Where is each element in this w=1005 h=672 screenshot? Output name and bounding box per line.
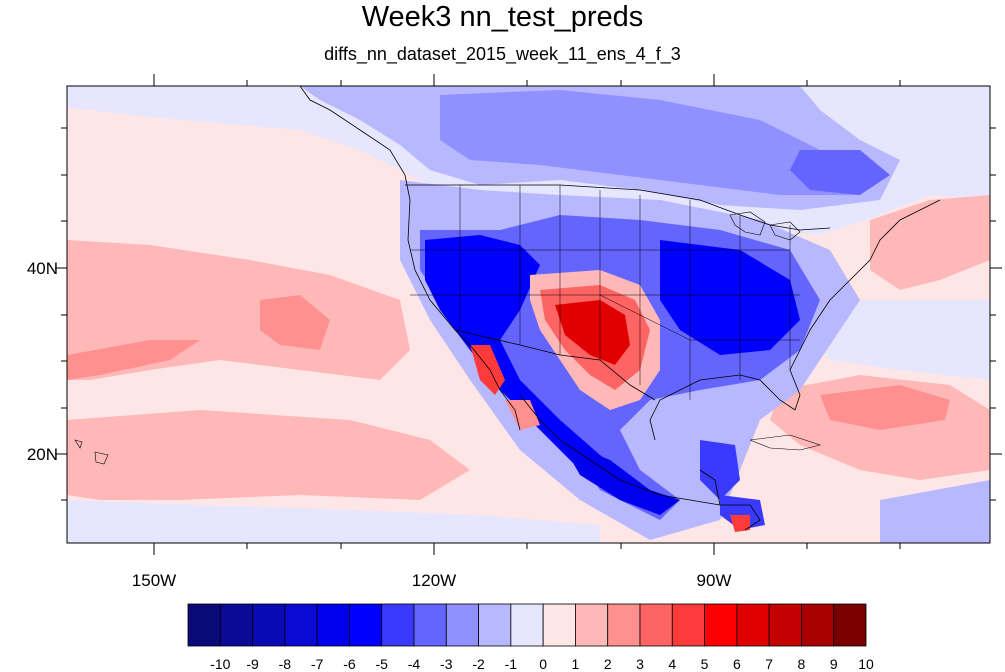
anomaly-region-pacific-blue (67, 500, 600, 543)
colorbar-label: -8 (279, 656, 292, 672)
map-subtitle: diffs_nn_dataset_2015_week_11_ens_4_f_3 (324, 44, 681, 64)
map-title: Week3 nn_test_preds (361, 1, 644, 33)
map-panel (66, 85, 991, 544)
great-lakes (729, 211, 801, 241)
state-lines (410, 185, 800, 400)
colorbar-swatch (316, 603, 350, 647)
colorbar-label: 9 (830, 656, 838, 672)
lon-tick-label-150w: 150W (132, 571, 176, 590)
colorbar-swatch (381, 603, 415, 647)
lon-tick-label-120w: 120W (412, 571, 456, 590)
cuba-outline (749, 434, 822, 451)
colorbar-label: 0 (539, 656, 547, 672)
colorbar-label: -4 (408, 656, 421, 672)
colorbar-label: -2 (472, 656, 485, 672)
anomaly-region-central-america-red (730, 515, 750, 532)
colorbar-swatch (736, 603, 770, 647)
colorbar-label: 6 (733, 656, 741, 672)
north-america-coastline (299, 86, 941, 531)
colorbar-label: -1 (505, 656, 518, 672)
us-mexico-border (454, 329, 656, 401)
colorbar-label: -9 (246, 656, 259, 672)
colorbar-label: 2 (604, 656, 612, 672)
colorbar-swatch (445, 603, 479, 647)
colorbar-swatch (542, 603, 576, 647)
hawaii-outline (74, 439, 109, 465)
colorbar-label: -10 (210, 656, 230, 672)
colorbar-swatch (801, 603, 835, 647)
anomaly-region-west-deep (425, 235, 640, 495)
colorbar: -10 -9 -8 -7 -6 -5 -4 -3 -2 -1 0 1 2 3 4 5 6 7 8 9 10 (187, 603, 874, 672)
anomaly-region-pacific-red-core (260, 295, 330, 350)
anomaly-region-atlantic-red-core (820, 385, 950, 430)
colorbar-label: -3 (440, 656, 453, 672)
colorbar-swatch (413, 603, 447, 647)
anomaly-region-yucatan-blue (720, 495, 765, 530)
colorbar-label: 7 (765, 656, 773, 672)
axis-tick-labels: 150W 120W 90W 40N 20N (27, 259, 732, 590)
colorbar-swatch (671, 603, 705, 647)
colorbar-label: 3 (636, 656, 644, 672)
colorbar-swatch (833, 603, 867, 647)
political-borders (74, 86, 941, 531)
anomaly-region-southwest-core (555, 300, 630, 365)
anomaly-region-newengland-red (870, 195, 990, 290)
anomaly-region-canada (790, 150, 890, 195)
anomaly-region-baja-red-south (505, 400, 540, 430)
anomaly-region-pacific-red-west (67, 340, 200, 380)
colorbar-swatch (607, 603, 641, 647)
colorbar-swatch (478, 603, 512, 647)
colorbar-label: 4 (668, 656, 676, 672)
colorbar-label: 10 (858, 656, 874, 672)
lat-tick-label-20n: 20N (27, 445, 58, 464)
colorbar-label: 5 (701, 656, 709, 672)
colorbar-swatch (284, 603, 318, 647)
us-canada-border (405, 184, 831, 231)
colorbar-label: 1 (572, 656, 580, 672)
colorbar-label: -5 (375, 656, 388, 672)
colorbar-label: -6 (343, 656, 356, 672)
colorbar-swatch (349, 603, 383, 647)
anomaly-region-east-blue (810, 300, 990, 380)
colorbar-swatch (510, 603, 544, 647)
colorbar-swatch (575, 603, 609, 647)
colorbar-label: -7 (311, 656, 324, 672)
colorbar-swatch (704, 603, 738, 647)
anomaly-region-east-deep (660, 240, 800, 355)
lon-tick-label-90w: 90W (697, 571, 732, 590)
anomaly-region-gulf-blue (700, 440, 740, 500)
anomaly-region-north-core (440, 90, 870, 195)
colorbar-swatch (187, 603, 221, 647)
colorbar-swatch (252, 603, 286, 647)
colorbar-swatch (768, 603, 802, 647)
anomaly-region-south-blue (880, 480, 990, 543)
lat-tick-label-40n: 40N (27, 259, 58, 278)
colorbar-swatch (219, 603, 253, 647)
colorbar-swatch (639, 603, 673, 647)
colorbar-label: 8 (798, 656, 806, 672)
anomaly-region-mexico-deep (560, 440, 680, 515)
axis-ticks (55, 74, 1002, 555)
anomaly-region-pacific-south-red (67, 410, 470, 500)
